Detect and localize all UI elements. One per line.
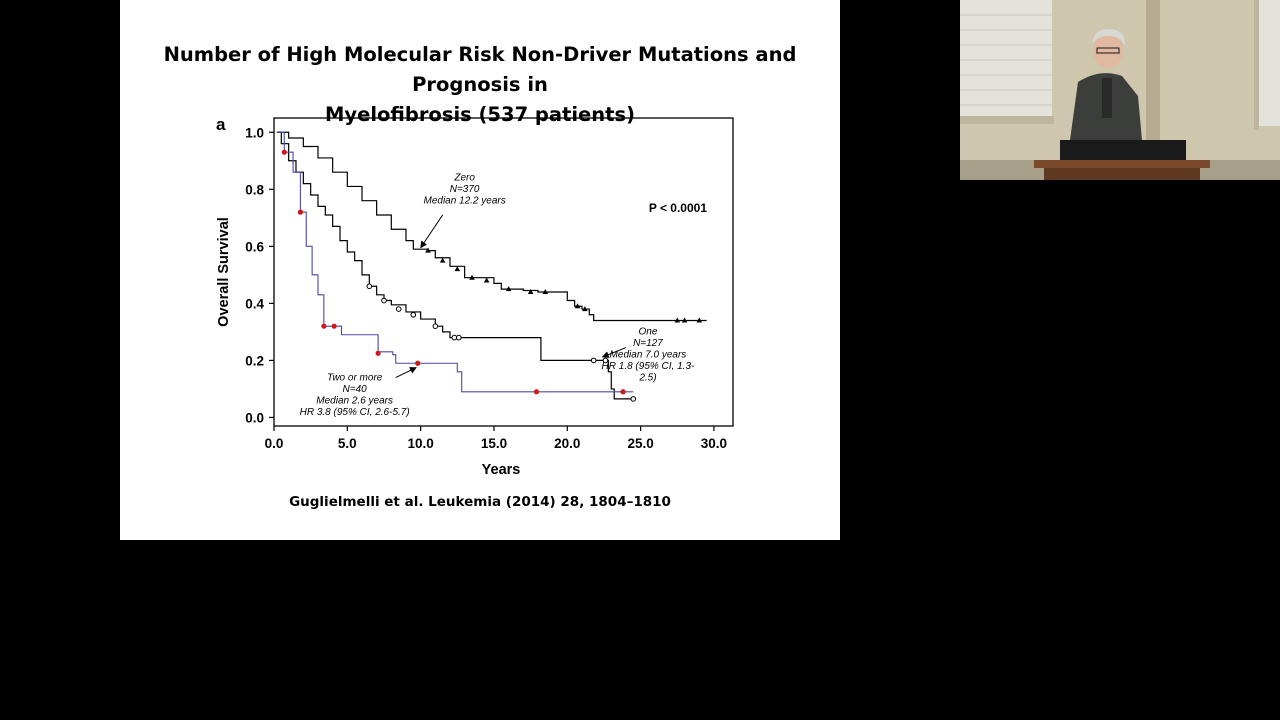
series-zero-censor-mark bbox=[582, 306, 588, 312]
chart-axes: 0.0 5.0 10.0 15.0 20.0 25.0 30.0 0.0 0.2 0.4 0.6 0.… bbox=[245, 117, 734, 451]
series-one-censor-mark bbox=[602, 357, 609, 364]
series-two-or-more-annotation: Two or more N=40 Median 2.6 years HR 3.8 (9… bbox=[300, 372, 410, 418]
series-one-censor-mark bbox=[410, 311, 417, 318]
series-one-censor-mark bbox=[381, 297, 387, 304]
podium-top bbox=[1034, 160, 1210, 168]
series-two-or-more-annotation-line: Two or more bbox=[327, 372, 383, 383]
series-zero-annotation-line: Zero bbox=[453, 173, 475, 184]
slide-title-line-1: Number of High Molecular Risk Non-Driver… bbox=[163, 43, 797, 96]
series-two-or-more-censor-mark bbox=[375, 350, 381, 356]
series-zero-censor-mark bbox=[505, 286, 512, 292]
series-zero-censor-mark bbox=[681, 317, 688, 323]
series-zero-censor-mark bbox=[483, 277, 490, 283]
series-two-or-more-censor-mark bbox=[533, 389, 540, 395]
series-zero-censor-mark bbox=[469, 274, 475, 280]
series-zero-annotation-arrow bbox=[420, 214, 444, 249]
series-zero-censor-mark bbox=[542, 288, 549, 294]
series-zero-censor-mark bbox=[527, 288, 534, 294]
x-tick-label: 5.0 bbox=[338, 436, 357, 451]
series-zero-censor-mark bbox=[439, 257, 446, 263]
x-tick-label: 25.0 bbox=[627, 436, 653, 451]
series-zero-censor-mark bbox=[574, 303, 581, 309]
video-blinds-left bbox=[960, 14, 1052, 106]
y-tick-label: 0.6 bbox=[245, 239, 264, 254]
series-two-or-more-annotation-line: N=40 bbox=[343, 384, 368, 395]
series-zero-censor-mark bbox=[425, 247, 431, 253]
panel-label: a bbox=[216, 115, 226, 134]
x-tick-label: 15.0 bbox=[481, 436, 507, 451]
series-zero-annotation: Zero N=370 Median 12.2 years bbox=[423, 173, 505, 207]
speaker-hair bbox=[1092, 28, 1126, 46]
series-two-or-more-annotation-line: Median 2.6 years bbox=[316, 395, 393, 406]
video-wall-pillar bbox=[1146, 0, 1160, 180]
series-two-or-more-line bbox=[276, 131, 634, 393]
series-zero-censor-mark bbox=[454, 266, 461, 272]
series-one-annotation-line: HR 1.8 (95% CI, 1.3- bbox=[602, 361, 695, 372]
y-tick-label: 0.2 bbox=[245, 353, 264, 368]
video-window-frame-left bbox=[960, 116, 1054, 124]
series-one-annotation-arrow bbox=[601, 347, 627, 358]
plot-frame bbox=[273, 117, 734, 427]
slide-title: Number of High Molecular Risk Non-Driver… bbox=[120, 40, 840, 130]
series-two-or-more-annotation-line: HR 3.8 (95% CI, 2.6-5.7) bbox=[300, 407, 410, 418]
citation: Guglielmelli et al. Leukemia (2014) 28, … bbox=[289, 494, 671, 510]
slide-title-line-2: Myelofibrosis (537 patients) bbox=[324, 103, 635, 126]
x-tick-label: 20.0 bbox=[554, 436, 580, 451]
series-two-or-more-censor-mark bbox=[297, 209, 303, 215]
p-value-label: P < 0.0001 bbox=[649, 201, 707, 215]
presentation-slide: Number of High Molecular Risk Non-Driver… bbox=[120, 0, 840, 540]
survival-chart: 0.0 5.0 10.0 15.0 20.0 25.0 30.0 0.0 0.2 0.4 0.6 0.… bbox=[216, 115, 734, 478]
y-tick-label: 0.4 bbox=[245, 296, 264, 311]
speaker-shirt bbox=[1102, 78, 1112, 118]
series-two-or-more-censor-mark bbox=[415, 360, 421, 366]
series-one-censor-mark bbox=[366, 283, 373, 290]
x-tick-label: 0.0 bbox=[265, 436, 284, 451]
x-axis-label: Years bbox=[482, 462, 521, 478]
chart-series bbox=[276, 131, 707, 402]
speaker-head bbox=[1093, 32, 1123, 68]
y-tick-label: 1.0 bbox=[245, 125, 264, 140]
series-one-censor-mark bbox=[590, 357, 597, 364]
series-one-censor-mark bbox=[455, 334, 462, 341]
series-two-or-more-censor-mark bbox=[321, 323, 327, 329]
series-one-annotation-line: N=127 bbox=[633, 338, 663, 349]
podium-base bbox=[1044, 168, 1200, 180]
series-one-censor-mark bbox=[630, 396, 637, 402]
series-one-annotation-line: Median 7.0 years bbox=[610, 350, 687, 361]
y-tick-label: 0.0 bbox=[245, 410, 264, 425]
series-two-or-more-censor-mark bbox=[281, 149, 287, 155]
series-one-censor-mark bbox=[395, 306, 402, 312]
series-two-or-more-annotation-arrow bbox=[395, 367, 417, 378]
speaker-video-inset bbox=[960, 0, 1280, 180]
series-one-line bbox=[276, 131, 634, 400]
video-window-right bbox=[1258, 0, 1280, 126]
series-zero-censor-mark bbox=[696, 317, 703, 323]
speaker-video-frame bbox=[960, 0, 1280, 180]
series-two-or-more-censor-mark bbox=[331, 323, 337, 329]
series-one-annotation: One N=127 Median 7.0 years HR 1.8 (95% CI, … bbox=[602, 327, 695, 384]
series-zero-line bbox=[276, 131, 707, 322]
x-tick-label: 30.0 bbox=[701, 436, 727, 451]
series-zero-annotation-line: Median 12.2 years bbox=[423, 196, 505, 207]
video-window-frame-right bbox=[1254, 0, 1259, 130]
series-one-annotation-line: One bbox=[638, 327, 657, 338]
y-axis-label: Overall Survival bbox=[216, 217, 232, 327]
podium bbox=[1034, 140, 1210, 180]
speaker-figure bbox=[1070, 28, 1142, 140]
series-one-annotation-line: 2.5) bbox=[638, 373, 656, 384]
series-zero-censor-mark bbox=[674, 317, 681, 323]
y-tick-label: 0.8 bbox=[245, 182, 264, 197]
series-zero-annotation-line: N=370 bbox=[450, 184, 480, 195]
series-two-or-more-censor-mark bbox=[620, 389, 626, 395]
x-tick-label: 10.0 bbox=[408, 436, 434, 451]
speaker-glasses bbox=[1096, 47, 1120, 54]
series-one-censor-mark bbox=[432, 323, 439, 329]
